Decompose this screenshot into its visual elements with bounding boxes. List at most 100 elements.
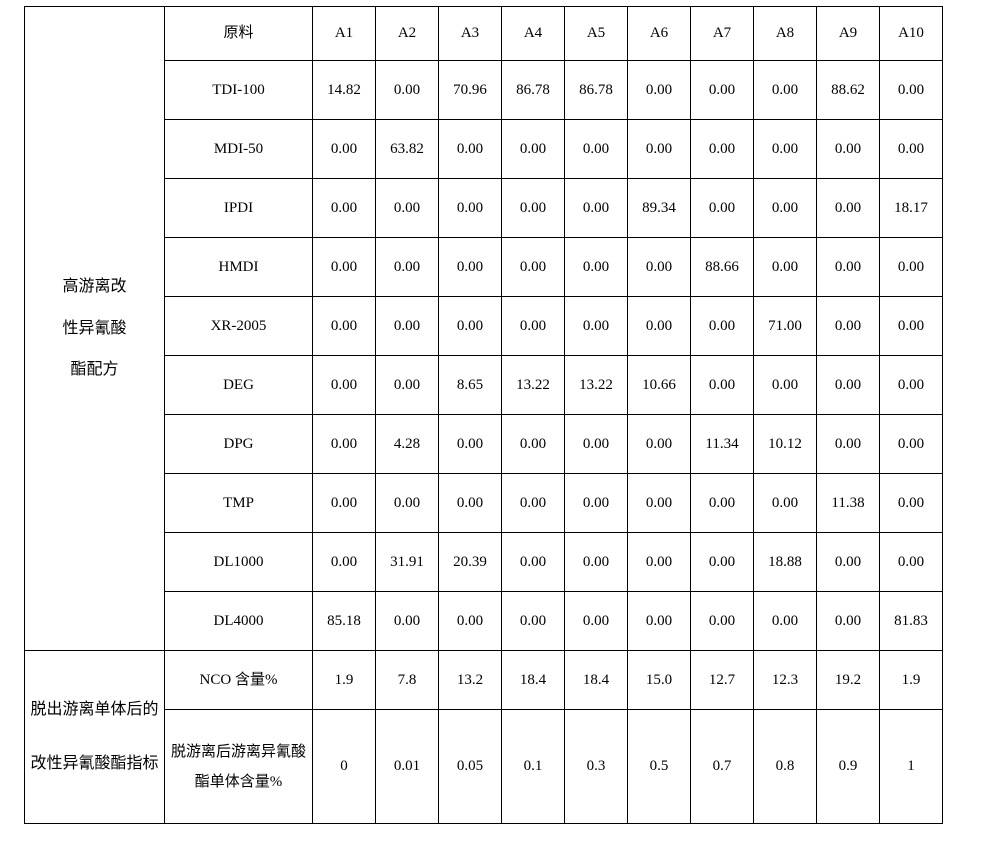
- col-header: A8: [754, 7, 817, 61]
- cell: 0.00: [313, 533, 376, 592]
- group2-label: 脱出游离单体后的改性异氰酸酯指标: [25, 651, 165, 824]
- cell: 0.00: [754, 474, 817, 533]
- cell: 89.34: [628, 179, 691, 238]
- cell: 0.00: [502, 179, 565, 238]
- cell: 31.91: [376, 533, 439, 592]
- cell: 11.38: [817, 474, 880, 533]
- cell: 0.3: [565, 710, 628, 824]
- col-header: A7: [691, 7, 754, 61]
- cell: 10.66: [628, 356, 691, 415]
- cell: 0.00: [691, 533, 754, 592]
- row-label: MDI-50: [165, 120, 313, 179]
- cell: 63.82: [376, 120, 439, 179]
- cell: 0.00: [439, 297, 502, 356]
- cell: 0.00: [817, 592, 880, 651]
- cell: 0.7: [691, 710, 754, 824]
- cell: 4.28: [376, 415, 439, 474]
- row-label: DL1000: [165, 533, 313, 592]
- cell: 0.00: [565, 120, 628, 179]
- cell: 0.00: [754, 238, 817, 297]
- col-header: A4: [502, 7, 565, 61]
- cell: 0.00: [628, 238, 691, 297]
- cell: 0.00: [313, 474, 376, 533]
- cell: 0.00: [439, 592, 502, 651]
- cell: 1: [880, 710, 943, 824]
- cell: 0.5: [628, 710, 691, 824]
- col-header: A1: [313, 7, 376, 61]
- cell: 0.00: [691, 474, 754, 533]
- cell: 0.00: [313, 120, 376, 179]
- cell: 15.0: [628, 651, 691, 710]
- cell: 0.00: [565, 297, 628, 356]
- data-table: 高游离改性异氰酸酯配方 原料 A1 A2 A3 A4 A5 A6 A7 A8 A…: [24, 6, 943, 824]
- cell: 0.00: [565, 179, 628, 238]
- col-header: A3: [439, 7, 502, 61]
- cell: 70.96: [439, 61, 502, 120]
- table-row: 脱出游离单体后的改性异氰酸酯指标 NCO 含量% 1.9 7.8 13.2 18…: [25, 651, 943, 710]
- cell: 0.00: [565, 474, 628, 533]
- cell: 88.66: [691, 238, 754, 297]
- cell: 0.00: [691, 120, 754, 179]
- row-label: NCO 含量%: [165, 651, 313, 710]
- cell: 18.4: [502, 651, 565, 710]
- cell: 0.01: [376, 710, 439, 824]
- row-label: 脱游离后游离异氰酸酯单体含量%: [165, 710, 313, 824]
- cell: 0.00: [565, 415, 628, 474]
- cell: 0.00: [817, 238, 880, 297]
- cell: 18.17: [880, 179, 943, 238]
- cell: 0.00: [376, 179, 439, 238]
- cell: 0.00: [754, 120, 817, 179]
- cell: 11.34: [691, 415, 754, 474]
- cell: 0.00: [880, 120, 943, 179]
- cell: 0.00: [880, 356, 943, 415]
- cell: 0.00: [502, 533, 565, 592]
- cell: 0.00: [628, 415, 691, 474]
- cell: 0.00: [628, 474, 691, 533]
- col-header: A6: [628, 7, 691, 61]
- cell: 0.00: [754, 61, 817, 120]
- group1-label: 高游离改性异氰酸酯配方: [25, 7, 165, 651]
- cell: 0.00: [691, 297, 754, 356]
- cell: 0.00: [376, 61, 439, 120]
- cell: 0.00: [565, 238, 628, 297]
- row-label: DEG: [165, 356, 313, 415]
- cell: 0.00: [313, 356, 376, 415]
- col-header: A2: [376, 7, 439, 61]
- row-label: TMP: [165, 474, 313, 533]
- cell: 0.00: [439, 120, 502, 179]
- cell: 12.7: [691, 651, 754, 710]
- cell: 0.8: [754, 710, 817, 824]
- cell: 13.22: [502, 356, 565, 415]
- cell: 0.00: [565, 592, 628, 651]
- cell: 0.00: [817, 120, 880, 179]
- cell: 0.05: [439, 710, 502, 824]
- col-header: A10: [880, 7, 943, 61]
- row-label: HMDI: [165, 238, 313, 297]
- cell: 0.00: [502, 238, 565, 297]
- cell: 0.00: [376, 297, 439, 356]
- cell: 0.00: [880, 474, 943, 533]
- cell: 12.3: [754, 651, 817, 710]
- cell: 0.00: [754, 592, 817, 651]
- row-label: TDI-100: [165, 61, 313, 120]
- cell: 0.00: [628, 533, 691, 592]
- cell: 0.00: [376, 238, 439, 297]
- cell: 0.00: [439, 238, 502, 297]
- row-label: XR-2005: [165, 297, 313, 356]
- cell: 86.78: [502, 61, 565, 120]
- cell: 13.22: [565, 356, 628, 415]
- cell: 0.00: [817, 297, 880, 356]
- cell: 0.00: [439, 415, 502, 474]
- cell: 0.00: [376, 592, 439, 651]
- cell: 7.8: [376, 651, 439, 710]
- cell: 0.00: [880, 61, 943, 120]
- cell: 0.00: [502, 297, 565, 356]
- cell: 18.88: [754, 533, 817, 592]
- cell: 0.00: [502, 415, 565, 474]
- col-header: A9: [817, 7, 880, 61]
- cell: 1.9: [313, 651, 376, 710]
- cell: 8.65: [439, 356, 502, 415]
- cell: 0.00: [439, 179, 502, 238]
- cell: 0.00: [817, 179, 880, 238]
- cell: 85.18: [313, 592, 376, 651]
